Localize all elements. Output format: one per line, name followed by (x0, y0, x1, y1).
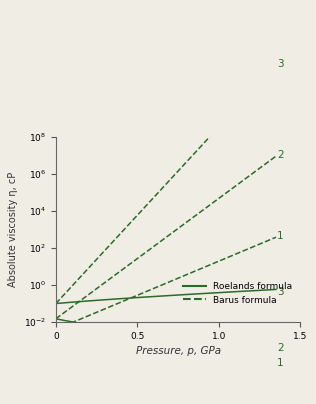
Text: 2: 2 (277, 343, 283, 354)
Y-axis label: Absolute viscosity η, cP: Absolute viscosity η, cP (8, 172, 18, 287)
Text: 1: 1 (277, 231, 283, 241)
Text: 1: 1 (277, 358, 283, 368)
Legend: Roelands formula, Barus formula: Roelands formula, Barus formula (180, 278, 296, 308)
X-axis label: Pressure, p, GPa: Pressure, p, GPa (136, 346, 221, 356)
Text: 2: 2 (277, 149, 283, 160)
Text: 3: 3 (277, 59, 283, 69)
Text: 3: 3 (277, 287, 283, 297)
